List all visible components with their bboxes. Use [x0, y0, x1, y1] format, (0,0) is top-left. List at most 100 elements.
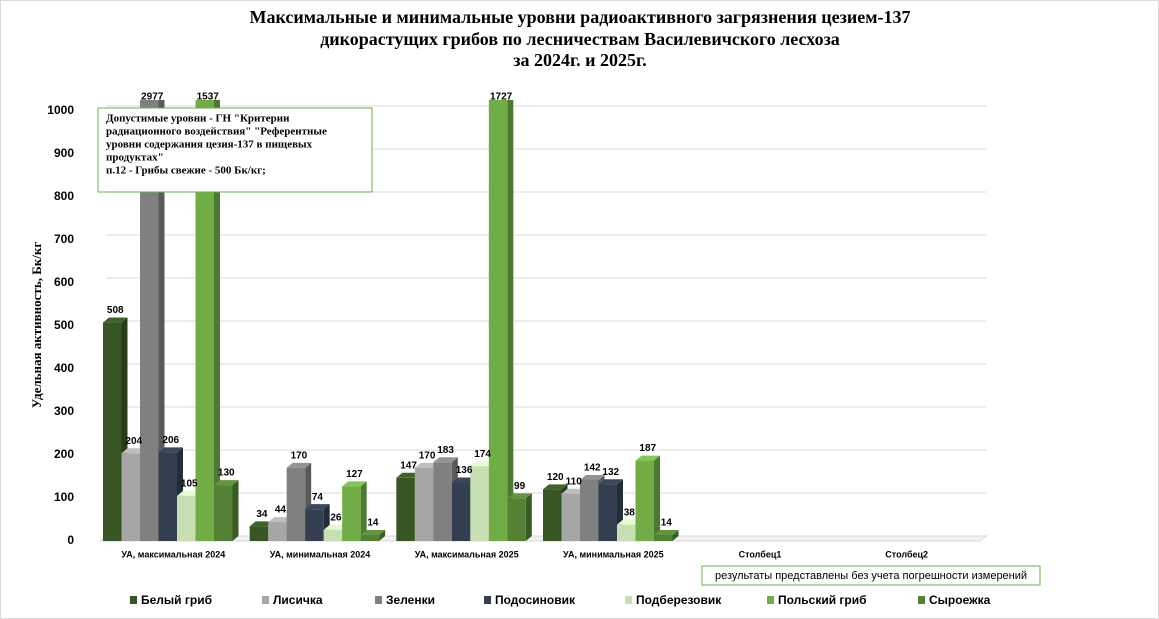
bar	[158, 452, 177, 541]
bar	[214, 485, 233, 541]
chart-title: Максимальные и минимальные уровни радиоа…	[249, 7, 910, 27]
data-label: 120	[547, 472, 564, 483]
legend-label: Сыроежка	[929, 593, 991, 607]
legend-swatch	[262, 596, 269, 604]
legend-swatch	[918, 596, 925, 604]
bar-top	[360, 529, 386, 535]
bar-top	[249, 521, 275, 527]
bar-side	[672, 529, 679, 541]
legend-swatch	[625, 596, 632, 604]
data-label: 132	[602, 467, 619, 478]
bar	[414, 467, 434, 541]
data-label: 44	[275, 505, 287, 516]
y-tick-label: 700	[54, 232, 74, 246]
bar-top	[543, 484, 568, 490]
y-tick-label: 400	[54, 361, 74, 375]
legend-label: Зеленки	[386, 593, 435, 607]
data-label: 1727	[490, 92, 513, 103]
legend-swatch	[375, 596, 382, 604]
data-labels: 5083414712020444170110297717018314220674…	[107, 92, 672, 529]
bar	[121, 453, 140, 541]
footnote: результаты представлены без учета погреш…	[715, 570, 1027, 582]
bar-top	[561, 488, 586, 494]
footnote-box	[701, 565, 1041, 586]
y-tick-label: 0	[67, 533, 74, 547]
data-label: 170	[419, 451, 436, 462]
bar-top	[433, 457, 458, 463]
bar	[580, 479, 599, 541]
bar-top	[654, 529, 679, 535]
bar	[598, 484, 617, 541]
legend: Белый гриб Лисичка Зеленки Подосиновик Подбе…	[130, 593, 991, 607]
legend-label: Лисичка	[273, 593, 323, 607]
data-label: 187	[639, 443, 656, 454]
data-label: 105	[181, 478, 198, 489]
bar-top	[598, 479, 623, 485]
y-axis-label: Удельная активность, Бк/кг	[29, 242, 44, 409]
bar	[323, 529, 343, 541]
x-tick-label: УА, максимальная 2025	[415, 549, 519, 559]
x-tick-label: Столбец2	[885, 549, 928, 559]
plot-area: 0100200300400500600700800900100050834147…	[47, 92, 988, 559]
data-label: 99	[514, 481, 526, 492]
bar-top	[286, 462, 312, 468]
bar-top	[121, 448, 146, 454]
data-label: 147	[400, 460, 417, 471]
bar-top	[396, 472, 421, 478]
legend-label: Белый гриб	[141, 593, 212, 607]
data-label: 14	[367, 518, 379, 529]
y-tick-label: 500	[54, 318, 74, 332]
bar-top	[158, 447, 183, 453]
legend-swatch	[767, 596, 774, 604]
bar-top	[342, 481, 367, 487]
annotation-line: радиационного воздействия" "Референтные	[106, 126, 327, 138]
bar-top	[268, 517, 293, 523]
data-label: 136	[456, 465, 473, 476]
data-label: 38	[624, 507, 636, 518]
y-tick-label: 900	[54, 146, 74, 160]
bar	[305, 509, 324, 541]
bar	[635, 460, 654, 541]
data-label: 130	[218, 468, 235, 479]
legend-label: Польский гриб	[778, 593, 867, 607]
x-tick-label: УА, минимальная 2025	[563, 549, 664, 559]
bar-side	[654, 455, 660, 541]
data-label: 183	[437, 445, 454, 456]
bar-side	[507, 100, 514, 541]
bar-top	[617, 519, 642, 525]
legend-swatch	[484, 596, 491, 604]
y-tick-label: 1000	[47, 103, 74, 117]
data-label: 142	[584, 463, 601, 474]
annotation-line: Допустимые уровни - ГН "Критерии	[106, 113, 290, 125]
data-label: 174	[474, 449, 491, 460]
legend-label: Подберезовик	[636, 593, 722, 607]
data-label: 110	[566, 476, 583, 487]
bar-side	[158, 100, 165, 541]
bar-side	[232, 480, 239, 541]
bar	[451, 482, 471, 541]
bar-top	[305, 504, 330, 510]
bars	[103, 100, 679, 542]
data-label: 170	[291, 451, 308, 462]
bar	[177, 495, 196, 541]
data-label: 14	[661, 518, 673, 529]
bar	[543, 489, 562, 541]
bar-side	[214, 100, 220, 541]
bar	[286, 467, 306, 541]
bar-side	[360, 481, 367, 541]
bar-side	[525, 493, 532, 541]
bar	[507, 498, 526, 541]
data-label: 127	[346, 469, 363, 480]
bar-top	[103, 317, 128, 323]
chart-title: за 2024г. и 2025г.	[513, 50, 646, 70]
bar	[433, 462, 452, 541]
bar-top	[470, 461, 495, 467]
annotation: Допустимые уровни - ГН "Критериирадиацио…	[106, 113, 327, 177]
bar	[195, 100, 214, 542]
bar	[268, 522, 287, 541]
bar	[617, 524, 636, 541]
y-tick-label: 600	[54, 275, 74, 289]
bar-top	[177, 490, 202, 496]
x-tick-label: УА, минимальная 2024	[270, 549, 371, 559]
